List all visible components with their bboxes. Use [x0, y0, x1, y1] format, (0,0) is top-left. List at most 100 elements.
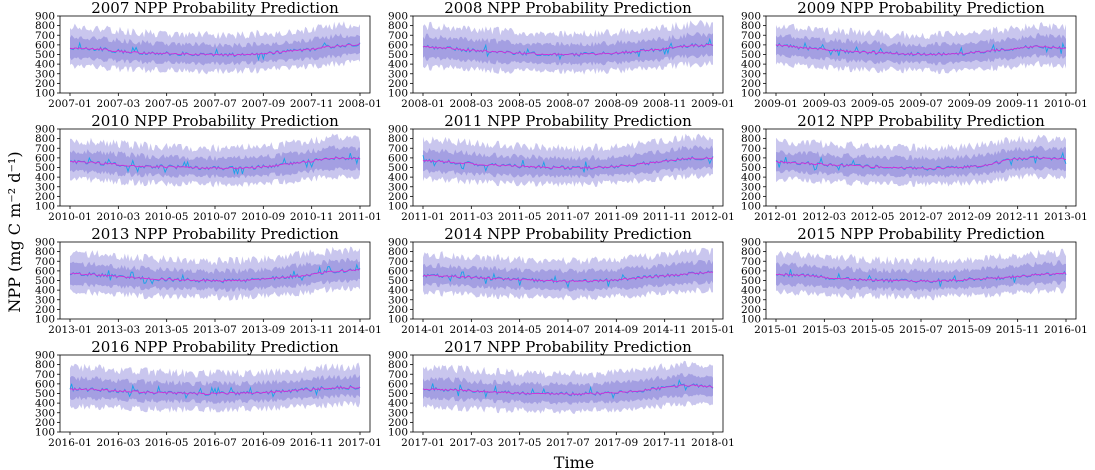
y-tick-label: 500	[35, 49, 55, 61]
y-tick-label: 400	[741, 172, 761, 184]
x-tick-label: 2013-09	[242, 324, 286, 336]
y-tick-label: 700	[388, 30, 408, 42]
x-tick-label: 2013-01	[48, 324, 92, 336]
panel-title: 2010 NPP Probability Prediction	[91, 112, 339, 130]
x-tick-label: 2009-03	[803, 98, 847, 110]
y-tick-label: 200	[35, 191, 55, 203]
x-tick-label: 2011-03	[450, 211, 494, 223]
y-tick-label: 700	[35, 143, 55, 155]
x-tick-label: 2014-03	[450, 324, 494, 336]
x-tick-label: 2013-05	[145, 324, 189, 336]
x-tick-label: 2013-01	[1044, 211, 1088, 223]
band-50	[423, 32, 713, 67]
y-tick-label: 100	[35, 88, 55, 100]
y-tick-label: 400	[35, 59, 55, 71]
observed-line	[422, 270, 714, 289]
y-tick-label: 400	[741, 285, 761, 297]
y-tick-label: 300	[35, 294, 55, 306]
y-tick-label: 900	[388, 350, 408, 362]
plot-area	[775, 248, 1067, 301]
band-50	[423, 373, 713, 405]
y-tick-label: 700	[741, 256, 761, 268]
x-tick-label: 2015-01	[754, 324, 798, 336]
plot-area	[422, 133, 714, 188]
x-tick-label: 2015-01	[691, 324, 735, 336]
y-tick-label: 600	[388, 265, 408, 277]
y-tick-label: 600	[388, 378, 408, 390]
plot-area	[775, 22, 1067, 75]
y-tick-label: 800	[35, 359, 55, 371]
y-tick-label: 200	[35, 304, 55, 316]
y-tick-label: 700	[388, 143, 408, 155]
x-tick-label: 2012-09	[948, 211, 992, 223]
band-50	[776, 260, 1066, 292]
y-tick-label: 100	[741, 314, 761, 326]
x-tick-label: 2011-11	[643, 211, 687, 223]
x-tick-label: 2012-07	[899, 211, 943, 223]
panel-title: 2014 NPP Probability Prediction	[444, 225, 692, 243]
y-tick-label: 600	[741, 152, 761, 164]
x-tick-label: 2013-03	[97, 324, 141, 336]
x-tick-label: 2017-01	[338, 437, 382, 449]
y-tick-label: 500	[741, 275, 761, 287]
y-tick-label: 900	[741, 11, 761, 23]
x-tick-label: 2012-11	[996, 211, 1040, 223]
band-50	[423, 145, 713, 179]
x-tick-label: 2010-03	[97, 211, 141, 223]
x-tick-label: 2007-05	[145, 98, 189, 110]
x-tick-label: 2017-09	[595, 437, 639, 449]
x-tick-label: 2011-09	[595, 211, 639, 223]
y-tick-label: 600	[741, 39, 761, 51]
y-tick-label: 100	[388, 88, 408, 100]
plot-area	[69, 246, 361, 301]
predicted-line	[69, 268, 361, 283]
y-tick-label: 500	[35, 388, 55, 400]
y-tick-label: 500	[741, 49, 761, 61]
x-tick-label: 2011-01	[401, 211, 445, 223]
y-tick-label: 400	[388, 285, 408, 297]
y-tick-label: 300	[741, 294, 761, 306]
y-tick-label: 800	[388, 20, 408, 32]
x-tick-label: 2008-05	[498, 98, 542, 110]
x-tick-label: 2010-05	[145, 211, 189, 223]
y-tick-label: 600	[35, 152, 55, 164]
x-tick-label: 2013-07	[193, 324, 237, 336]
x-tick-label: 2009-07	[899, 98, 943, 110]
y-tick-label: 500	[388, 388, 408, 400]
y-tick-label: 700	[35, 369, 55, 381]
x-tick-label: 2010-07	[193, 211, 237, 223]
x-tick-label: 2018-01	[691, 437, 735, 449]
x-tick-label: 2012-01	[691, 211, 735, 223]
y-tick-label: 200	[388, 304, 408, 316]
x-tick-label: 2009-01	[754, 98, 798, 110]
band-50	[70, 257, 360, 292]
y-tick-label: 800	[741, 246, 761, 258]
plot-area	[69, 133, 361, 188]
panel-title: 2009 NPP Probability Prediction	[797, 0, 1045, 17]
x-tick-label: 2016-01	[1044, 324, 1088, 336]
y-tick-label: 700	[741, 30, 761, 42]
y-tick-label: 900	[35, 11, 55, 23]
panel-title: 2013 NPP Probability Prediction	[91, 225, 339, 243]
y-tick-label: 500	[35, 275, 55, 287]
y-tick-label: 200	[741, 191, 761, 203]
plot-area	[422, 20, 714, 75]
y-tick-label: 300	[388, 407, 408, 419]
y-tick-label: 400	[388, 59, 408, 71]
y-tick-label: 900	[35, 124, 55, 136]
y-tick-label: 100	[741, 88, 761, 100]
y-tick-label: 500	[388, 275, 408, 287]
x-tick-label: 2012-05	[851, 211, 895, 223]
y-tick-label: 100	[388, 201, 408, 213]
x-tick-label: 2008-09	[595, 98, 639, 110]
y-tick-label: 700	[741, 143, 761, 155]
y-tick-label: 200	[388, 417, 408, 429]
x-tick-label: 2016-03	[97, 437, 141, 449]
y-tick-label: 200	[388, 191, 408, 203]
y-tick-label: 200	[388, 78, 408, 90]
predicted-line	[775, 43, 1067, 56]
